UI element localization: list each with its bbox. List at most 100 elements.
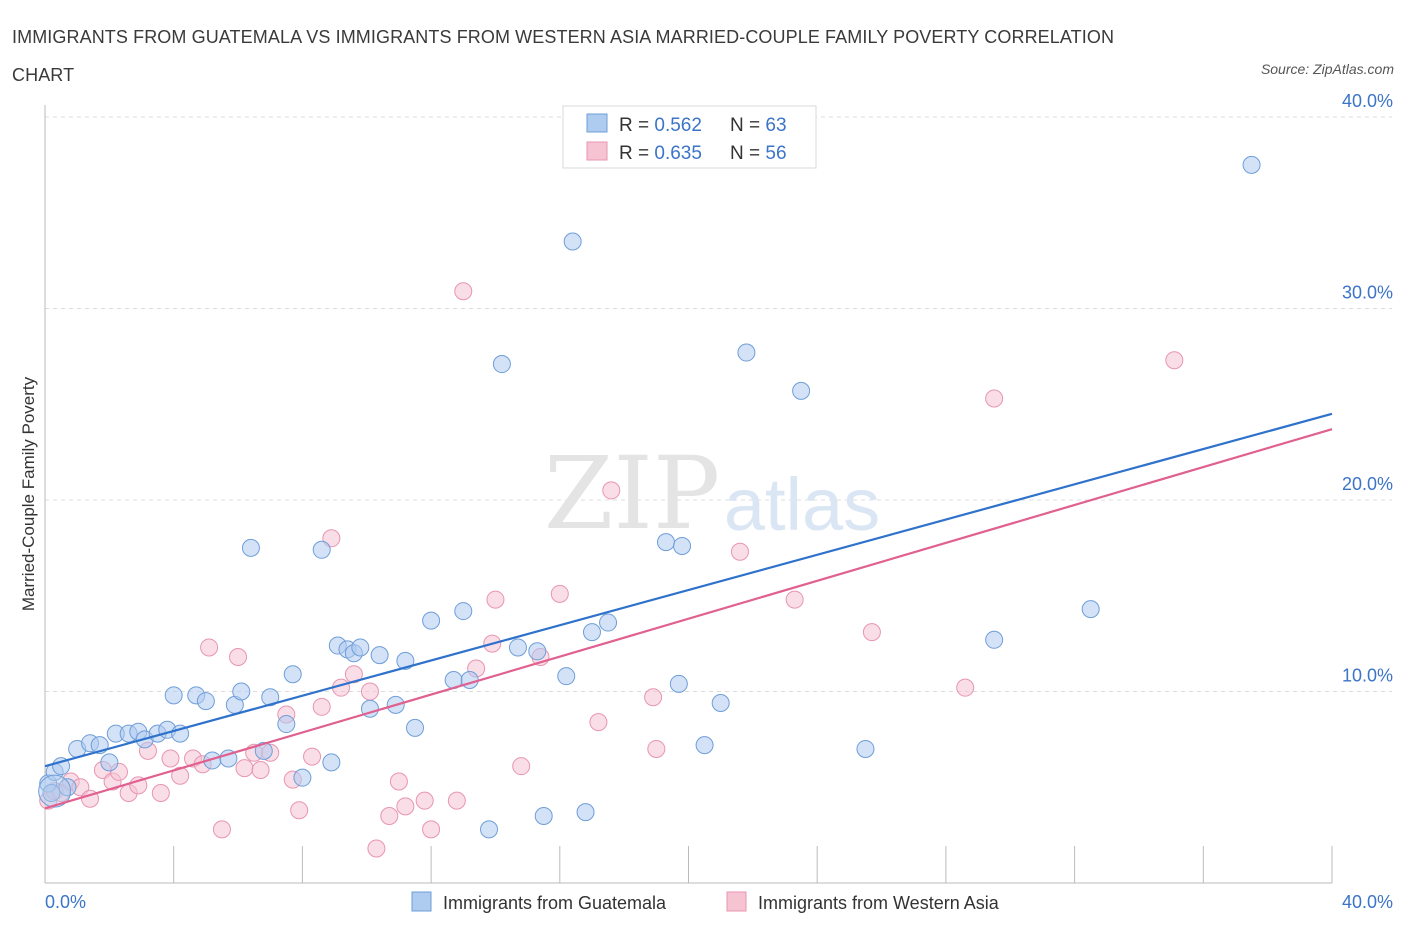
guatemala-point-64 [1242, 155, 1261, 174]
guatemala-point-38 [396, 651, 415, 670]
western-asia-point-27 [303, 747, 322, 766]
stat-r-value-2: 0.635 [654, 143, 702, 164]
series-legend-swatch-western-asia [726, 891, 747, 912]
guatemala-point-20 [219, 749, 238, 768]
western-asia-point-18 [212, 820, 231, 839]
x-tick-label-max: 40.0% [1342, 892, 1393, 912]
western-asia-point-56 [1165, 351, 1184, 370]
guatemala-point-25 [261, 688, 280, 707]
guatemala-point-48 [534, 806, 553, 825]
guatemala-point-39 [406, 718, 425, 737]
western-asia-point-19 [229, 648, 248, 667]
guatemala-point-51 [576, 803, 595, 822]
guatemala-point-50 [563, 232, 582, 251]
guatemala-point-28 [293, 768, 312, 787]
y-axis-label: Married-Couple Family Poverty [19, 376, 38, 611]
western-asia-point-50 [647, 739, 666, 758]
stat-r-label-1: R = [619, 115, 654, 136]
guatemala-point-57 [695, 736, 714, 755]
guatemala-point-29 [312, 540, 331, 559]
series-legend: Immigrants from Guatemala Immigrants fro… [411, 891, 1000, 913]
svg-text:N = 56: N = 56 [730, 143, 787, 164]
western-asia-point-39 [447, 791, 466, 810]
guatemala-point-63 [1081, 600, 1100, 619]
guatemala-point-24 [254, 741, 273, 760]
guatemala-point-47 [528, 642, 547, 661]
western-asia-point-46 [550, 584, 569, 603]
guatemala-point-52 [582, 623, 601, 642]
chart-title: IMMIGRANTS FROM GUATEMALA VS IMMIGRANTS … [12, 27, 1115, 85]
svg-text:N = 63: N = 63 [730, 115, 787, 136]
western-asia-point-48 [602, 481, 621, 500]
guatemala-point-42 [454, 602, 473, 621]
y-tick-label-40: 40.0% [1342, 91, 1393, 111]
y-tick-label-30: 30.0% [1342, 283, 1393, 303]
western-asia-point-29 [322, 529, 341, 548]
y-tick-label-10: 10.0% [1342, 666, 1393, 686]
guatemala-point-40 [422, 611, 441, 630]
western-asia-point-34 [380, 806, 399, 825]
x-axis-ticks [44, 846, 1333, 883]
stat-n-value-2: 56 [765, 143, 786, 164]
guatemala-point-16 [164, 686, 183, 705]
legend-swatch-guatemala [586, 113, 608, 133]
guatemala-point-23 [241, 538, 260, 557]
guatemala-point-26 [277, 715, 296, 734]
guatemala-point-4 [58, 778, 77, 797]
guatemala-point-27 [283, 665, 302, 684]
stat-n-label-1: N = [730, 115, 765, 136]
guatemala-point-60 [792, 381, 811, 400]
guatemala-point-56 [673, 536, 692, 555]
western-asia-point-12 [151, 783, 170, 802]
guatemala-point-34 [351, 638, 370, 657]
source-label: Source: ZipAtlas.com [1260, 61, 1394, 77]
y-tick-labels: 10.0% 20.0% 30.0% 40.0% [1342, 91, 1393, 686]
stats-legend: R = 0.562 N = 63 R = 0.635 N = 56 [562, 105, 817, 169]
series-western-asia-points [39, 282, 1184, 858]
trend-line-guatemala [44, 412, 1333, 768]
stat-n-value-1: 63 [765, 115, 786, 136]
western-asia-point-47 [589, 713, 608, 732]
western-asia-point-28 [312, 697, 331, 716]
western-asia-point-54 [956, 678, 975, 697]
guatemala-point-49 [557, 667, 576, 686]
watermark-atlas: atlas [724, 463, 880, 546]
western-asia-point-43 [486, 590, 505, 609]
series-legend-label-guatemala: Immigrants from Guatemala [443, 893, 667, 913]
trend-line-western-asia [44, 428, 1333, 810]
western-asia-point-36 [396, 797, 415, 816]
guatemala-point-55 [669, 674, 688, 693]
series-legend-label-western-asia: Immigrants from Western Asia [758, 893, 1000, 913]
guatemala-point-45 [492, 355, 511, 374]
stat-r-label-2: R = [619, 143, 654, 164]
western-asia-point-51 [730, 542, 749, 561]
western-asia-point-31 [344, 665, 363, 684]
y-tick-label-20: 20.0% [1342, 474, 1393, 494]
western-asia-point-17 [200, 638, 219, 657]
trend-lines [44, 412, 1333, 810]
western-asia-point-38 [422, 820, 441, 839]
watermark: ZIP atlas [544, 435, 880, 552]
guatemala-point-1 [42, 783, 61, 802]
western-asia-point-20 [235, 759, 254, 778]
guatemala-point-44 [480, 820, 499, 839]
guatemala-cluster-point [38, 774, 72, 808]
guatemala-point-54 [656, 533, 675, 552]
gridlines [45, 116, 1392, 692]
guatemala-point-8 [100, 753, 119, 772]
guatemala-point-46 [508, 638, 527, 657]
guatemala-point-61 [856, 739, 875, 758]
western-asia-point-22 [251, 761, 270, 780]
guatemala-point-53 [599, 613, 618, 632]
western-asia-point-33 [367, 839, 386, 858]
watermark-zip: ZIP [544, 435, 720, 552]
svg-text:R = 0.562: R = 0.562 [619, 115, 702, 136]
western-asia-point-53 [862, 623, 881, 642]
western-asia-point-35 [389, 772, 408, 791]
guatemala-point-22 [232, 682, 251, 701]
western-asia-point-26 [290, 801, 309, 820]
guatemala-point-36 [370, 646, 389, 665]
guatemala-point-58 [711, 693, 730, 712]
western-asia-point-32 [360, 682, 379, 701]
western-asia-point-40 [454, 282, 473, 301]
